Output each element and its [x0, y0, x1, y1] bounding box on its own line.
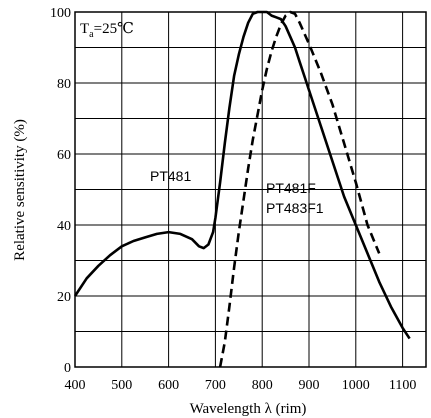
y-axis-title: Relative sensitivity (%): [12, 119, 28, 261]
y-tick-label: 40: [57, 219, 71, 234]
condition-prefix: T: [80, 21, 89, 37]
condition-subscript: a: [89, 29, 94, 40]
grid-lines: [74, 12, 426, 367]
x-tick-label: 800: [252, 378, 273, 393]
x-axis-title: Wavelength λ (rim): [190, 401, 307, 417]
x-tick-label: 500: [111, 378, 132, 393]
series-line-1: [73, 10, 411, 340]
y-tick-label: 80: [57, 77, 71, 92]
annotation-pt481: PT481: [150, 168, 191, 184]
annotation-pt483f1: PT483F1: [266, 200, 324, 216]
x-tick-label: 900: [299, 378, 320, 393]
x-tick-labels: 400 500 600 700 800 900 1000 1100: [65, 378, 417, 393]
annotation-pt481f: PT481F: [266, 180, 316, 196]
svg-text:Ta=25℃: Ta=25℃: [80, 21, 134, 40]
y-tick-labels: 0 20 40 60 80 100: [50, 6, 71, 376]
condition-label: Ta=25℃: [80, 21, 134, 40]
y-tick-label: 100: [50, 6, 71, 21]
series-lines: [73, 10, 411, 368]
condition-value: =25℃: [94, 21, 134, 37]
plot-frame: [74, 11, 427, 368]
x-tick-label: 600: [158, 378, 179, 393]
x-tick-label: 700: [205, 378, 226, 393]
x-tick-label: 1100: [389, 378, 416, 393]
x-tick-label: 1000: [342, 378, 370, 393]
y-tick-label: 20: [57, 290, 71, 305]
series-line-2: [218, 10, 381, 368]
x-tick-label: 400: [65, 378, 86, 393]
y-tick-label: 60: [57, 148, 71, 163]
y-tick-label: 0: [64, 361, 71, 376]
